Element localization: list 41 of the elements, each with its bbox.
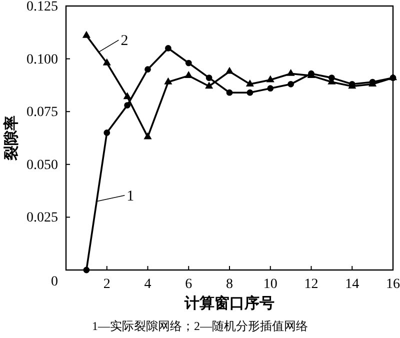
point: [246, 80, 254, 86]
x-tick-label: 14: [345, 276, 360, 292]
point: [144, 132, 152, 140]
point: [184, 71, 193, 78]
x-tick-label: 16: [386, 276, 400, 292]
point: [83, 266, 90, 274]
x-tick-label: 2: [103, 276, 110, 292]
point: [185, 60, 192, 66]
point: [246, 89, 254, 96]
point: [225, 66, 234, 74]
point: [226, 89, 233, 96]
point: [205, 82, 214, 89]
point: [206, 74, 212, 81]
y-tick-label: 0: [51, 274, 58, 290]
point: [124, 102, 131, 108]
y-axis-title: 裂隙率: [2, 116, 20, 162]
x-tick-label: 6: [185, 276, 192, 292]
point: [286, 68, 295, 76]
y-tick-label: 0.125: [26, 0, 58, 14]
x-tick-label: 10: [263, 276, 278, 292]
x-tick-label: 8: [226, 276, 233, 292]
text: 1—实际裂隙网络；2—随机分形插值网络: [92, 319, 308, 333]
point: [164, 45, 172, 52]
point: [82, 30, 90, 38]
x-tick-label: 12: [304, 276, 318, 292]
y-tick-label: 0.100: [26, 52, 58, 68]
x-axis-title: 计算窗口序号: [184, 294, 274, 312]
point: [104, 130, 110, 136]
y-tick-label: 0.050: [26, 158, 58, 173]
point: [123, 92, 132, 100]
point: [288, 80, 294, 88]
point: [144, 66, 151, 73]
point: [164, 77, 172, 84]
legend-label: 1: [126, 188, 134, 204]
x-tick-label: 4: [144, 276, 152, 292]
legend-label: 2: [120, 33, 128, 50]
y-tick-label: 0.075: [26, 105, 58, 120]
point: [267, 85, 274, 92]
point: [102, 58, 111, 66]
y-tick-label: 0.025: [26, 210, 58, 226]
point: [266, 75, 274, 82]
